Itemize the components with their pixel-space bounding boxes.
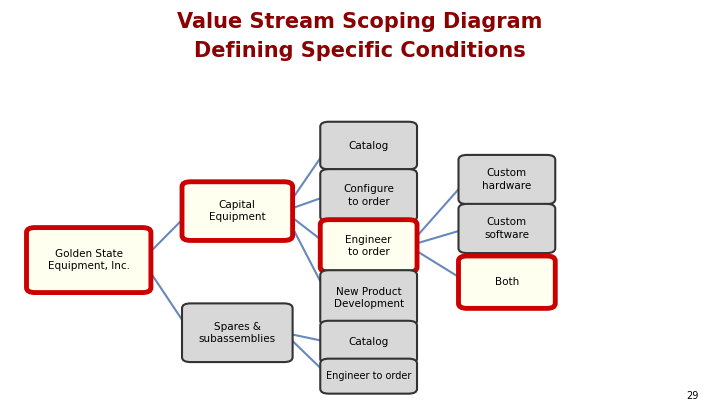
Text: Configure
to order: Configure to order: [343, 184, 394, 207]
Text: Golden State
Equipment, Inc.: Golden State Equipment, Inc.: [48, 249, 130, 271]
FancyBboxPatch shape: [27, 228, 151, 292]
FancyBboxPatch shape: [320, 270, 417, 326]
Text: Custom
hardware: Custom hardware: [482, 168, 531, 191]
FancyBboxPatch shape: [459, 204, 555, 253]
Text: Capital
Equipment: Capital Equipment: [209, 200, 266, 222]
Text: Both: Both: [495, 277, 519, 287]
Text: Catalog: Catalog: [348, 337, 389, 347]
Text: 29: 29: [686, 391, 698, 401]
FancyBboxPatch shape: [320, 220, 417, 272]
Text: Spares &
subassemblies: Spares & subassemblies: [199, 322, 276, 344]
FancyBboxPatch shape: [459, 155, 555, 204]
FancyBboxPatch shape: [320, 122, 417, 169]
Text: Custom
software: Custom software: [485, 217, 529, 240]
FancyBboxPatch shape: [182, 182, 292, 241]
Text: Catalog: Catalog: [348, 141, 389, 151]
FancyBboxPatch shape: [182, 303, 292, 362]
Text: Defining Specific Conditions: Defining Specific Conditions: [194, 40, 526, 61]
FancyBboxPatch shape: [320, 169, 417, 222]
Text: Value Stream Scoping Diagram: Value Stream Scoping Diagram: [177, 12, 543, 32]
Text: New Product
Development: New Product Development: [333, 287, 404, 309]
FancyBboxPatch shape: [459, 256, 555, 308]
FancyBboxPatch shape: [320, 321, 417, 364]
FancyBboxPatch shape: [320, 359, 417, 394]
Text: Engineer to order: Engineer to order: [326, 371, 411, 381]
Text: Engineer
to order: Engineer to order: [346, 234, 392, 257]
